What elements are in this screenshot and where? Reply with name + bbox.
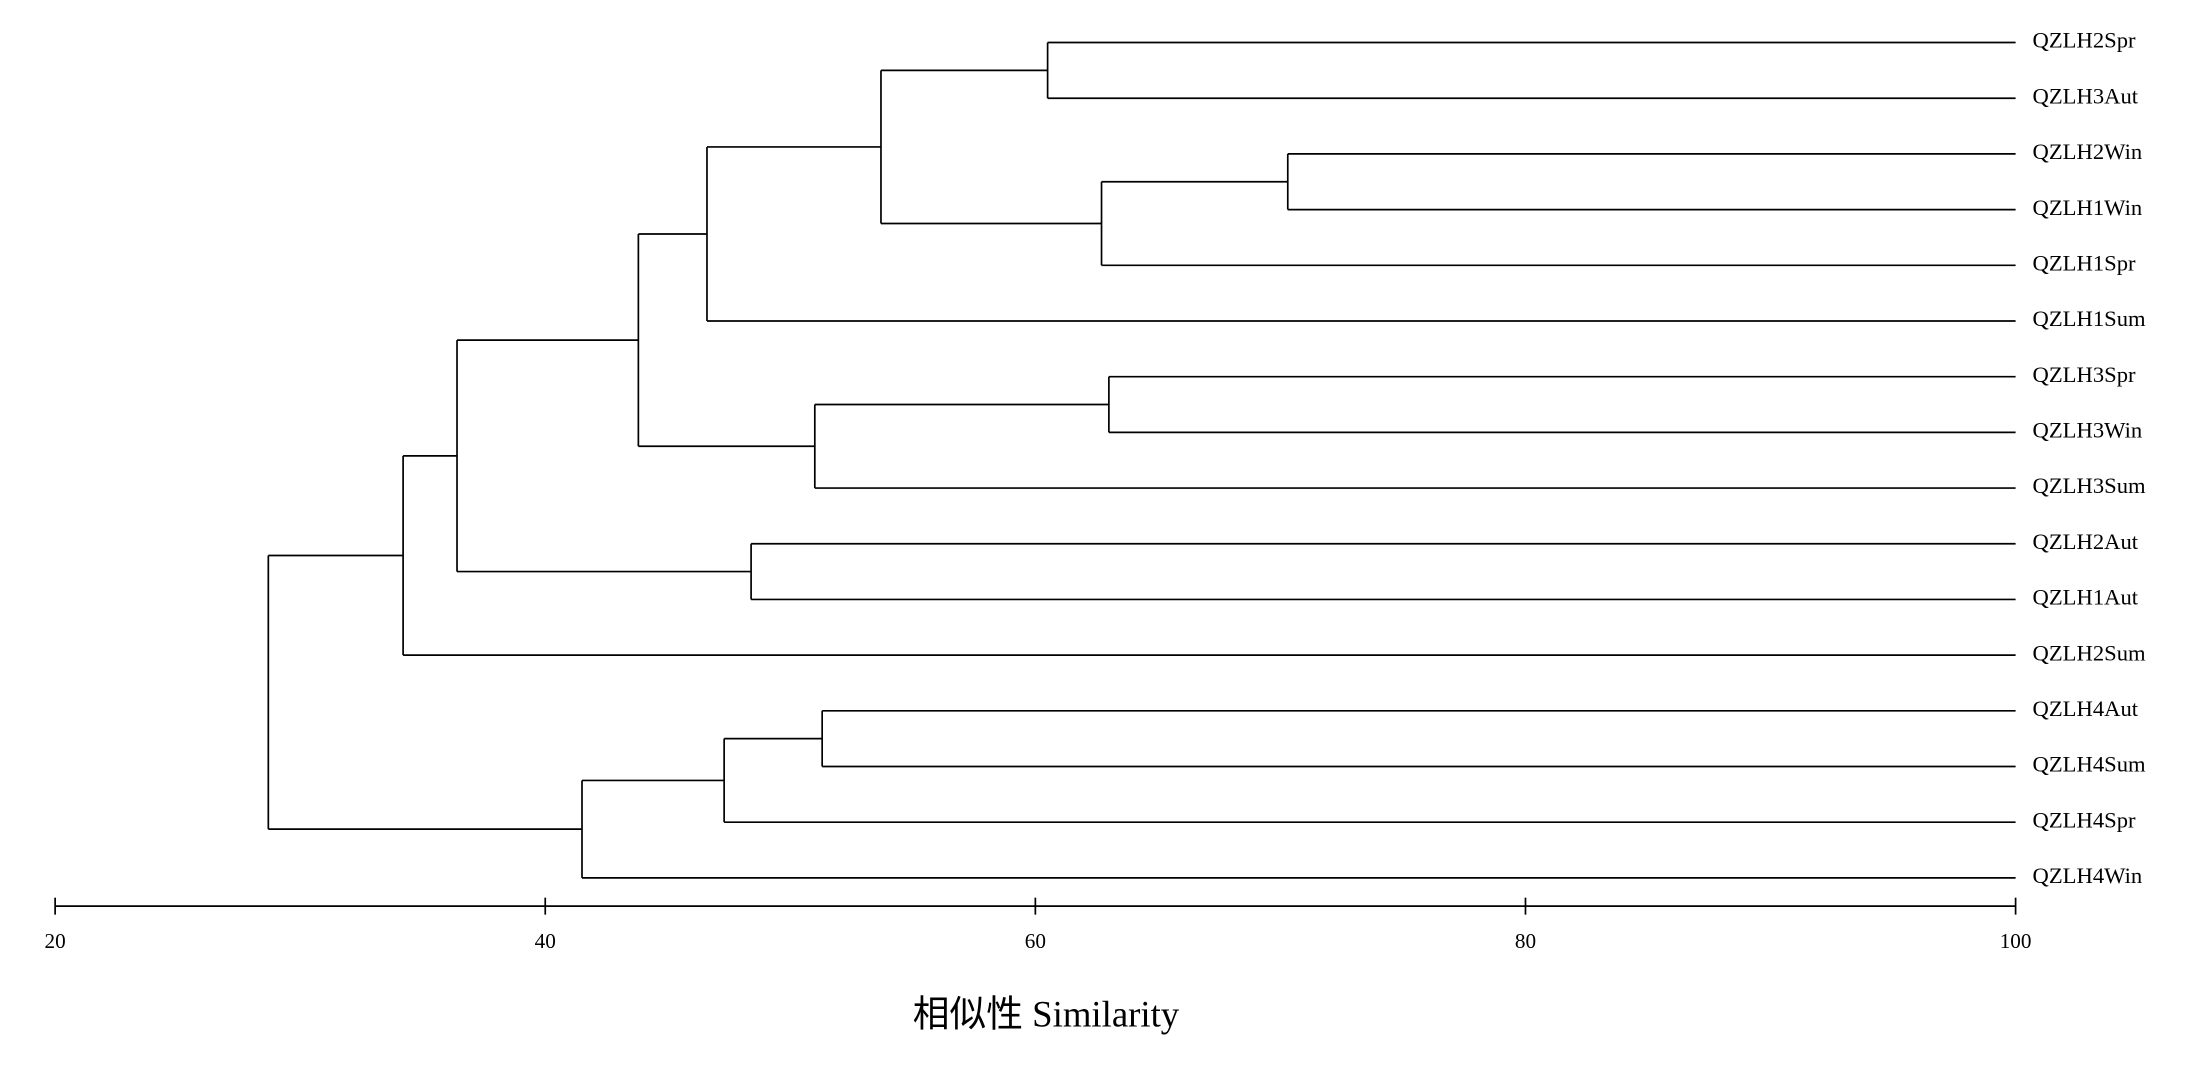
x-tick-label: 40 xyxy=(535,929,556,953)
leaf-label: QZLH2Aut xyxy=(2033,529,2139,554)
x-axis-title: 相似性 Similarity xyxy=(913,993,1180,1034)
leaf-label: QZLH3Spr xyxy=(2033,362,2136,387)
leaf-label: QZLH3Sum xyxy=(2033,473,2146,498)
leaf-label: QZLH4Sum xyxy=(2033,752,2146,777)
leaf-label: QZLH4Spr xyxy=(2033,807,2136,832)
leaf-label: QZLH2Win xyxy=(2033,139,2143,164)
leaf-label: QZLH1Win xyxy=(2033,195,2143,220)
leaf-label: QZLH4Win xyxy=(2033,863,2143,888)
leaf-label: QZLH1Sum xyxy=(2033,306,2146,331)
x-tick-label: 20 xyxy=(45,929,66,953)
x-tick-label: 80 xyxy=(1515,929,1536,953)
x-tick-label: 60 xyxy=(1025,929,1046,953)
leaf-label: QZLH4Aut xyxy=(2033,696,2139,721)
leaf-label: QZLH3Aut xyxy=(2033,83,2139,108)
leaf-label: QZLH1Spr xyxy=(2033,250,2136,275)
x-tick-label: 100 xyxy=(2000,929,2032,953)
leaf-label: QZLH2Spr xyxy=(2033,28,2136,53)
leaf-label: QZLH1Aut xyxy=(2033,585,2139,610)
leaf-label: QZLH2Sum xyxy=(2033,640,2146,665)
leaf-label: QZLH3Win xyxy=(2033,418,2143,443)
